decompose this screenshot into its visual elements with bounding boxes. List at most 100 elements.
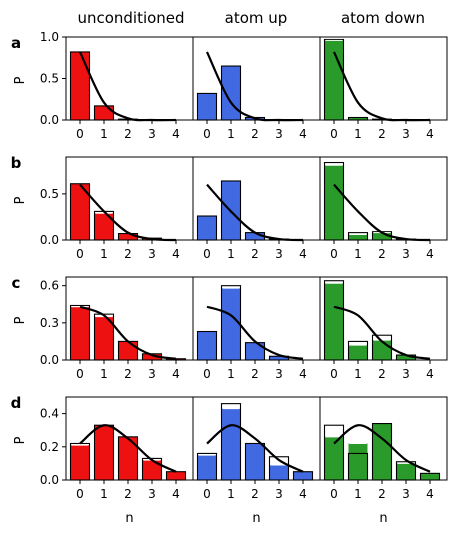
- bar-unconditioned-n1: [94, 316, 114, 360]
- panel-frame: [319, 396, 448, 481]
- column-title-atom-up: atom up: [225, 9, 288, 27]
- panel-a-atom-down: 0 1 2 3 4: [319, 36, 448, 141]
- x-tick-label: 1: [100, 487, 108, 501]
- panel-c-atom-down: 0 1 2 3 4: [319, 276, 448, 381]
- bar-unconditioned-n4: [166, 471, 186, 480]
- bar-atom-up-n3: [269, 465, 289, 480]
- bar-unconditioned-n2: [118, 436, 138, 480]
- x-tick-label: 0: [76, 247, 84, 261]
- x-axis-label-unconditioned: n: [125, 511, 133, 526]
- x-tick-label: 0: [203, 487, 211, 501]
- x-tick-label: 2: [251, 247, 259, 261]
- y-tick-label: 0.0: [40, 113, 59, 127]
- bar-atom-up-n0: [197, 216, 217, 240]
- x-tick-label: 4: [172, 367, 180, 381]
- x-axis-label-atom-up: n: [252, 511, 260, 526]
- theory-curve-atom-down: [333, 183, 431, 242]
- y-tick-label: 0.0: [40, 353, 59, 367]
- x-tick-label: 2: [124, 247, 132, 261]
- x-tick-label: 2: [251, 487, 259, 501]
- x-tick-label: 4: [299, 127, 307, 141]
- x-tick-label: 2: [124, 127, 132, 141]
- bar-unconditioned-n1: [94, 105, 114, 120]
- bar-atom-up-n0: [197, 93, 217, 120]
- x-tick-label: 4: [299, 367, 307, 381]
- bar-atom-up-n3: [269, 356, 289, 360]
- bar-unconditioned-n1: [94, 213, 114, 240]
- x-tick-label: 3: [402, 127, 410, 141]
- x-tick-label: 0: [203, 247, 211, 261]
- x-tick-label: 1: [100, 127, 108, 141]
- x-tick-label: 2: [378, 487, 386, 501]
- bar-atom-down-n1: [348, 443, 368, 480]
- bar-atom-down-n2: [372, 340, 392, 360]
- x-tick-label: 1: [354, 367, 362, 381]
- x-tick-label: 3: [402, 367, 410, 381]
- panel-b-atom-up: 0 1 2 3 4: [192, 156, 321, 261]
- bar-atom-up-n0: [197, 331, 217, 360]
- bar-atom-up-n1: [221, 288, 241, 360]
- bar-unconditioned-n2: [118, 341, 138, 360]
- bar-atom-down-n2: [372, 423, 392, 480]
- bar-unconditioned-n3: [142, 460, 162, 480]
- theory-curve-atom-down: [333, 305, 431, 360]
- x-axis-label-atom-down: n: [379, 511, 387, 526]
- y-axis-label: P: [13, 76, 28, 84]
- bar-atom-up-n0: [197, 455, 217, 480]
- bar-atom-down-n3: [396, 463, 416, 480]
- theory-curve-unconditioned: [79, 305, 177, 360]
- x-tick-label: 3: [148, 487, 156, 501]
- bar-unconditioned-n0: [70, 183, 90, 240]
- bar-atom-down-n0: [324, 165, 344, 240]
- bar-atom-down-n0: [324, 436, 344, 480]
- theory-curve-atom-down: [333, 51, 431, 122]
- theory-curve-atom-down: [333, 424, 431, 473]
- row-label-d: d: [11, 394, 22, 412]
- x-tick-label: 2: [378, 367, 386, 381]
- x-tick-label: 4: [426, 247, 434, 261]
- y-tick-label: 0.6: [40, 279, 59, 293]
- y-tick-label: 1.0: [40, 30, 59, 44]
- x-tick-label: 0: [330, 247, 338, 261]
- panel-c-unconditioned: 0 1 2 3 4: [65, 276, 194, 381]
- x-tick-label: 0: [330, 367, 338, 381]
- panel-frame: [319, 156, 448, 241]
- bar-unconditioned-n0: [70, 51, 90, 120]
- theory-curve-atom-up: [206, 305, 304, 360]
- panel-a-atom-up: 0 1 2 3 4: [192, 36, 321, 141]
- x-tick-label: 2: [124, 487, 132, 501]
- x-tick-label: 0: [76, 487, 84, 501]
- y-tick-label: 0.5: [40, 187, 59, 201]
- bar-atom-down-n3: [396, 355, 416, 360]
- x-tick-label: 2: [251, 127, 259, 141]
- panel-frame: [319, 36, 448, 121]
- y-axis-label: P: [13, 316, 28, 324]
- y-tick-label: 0.2: [40, 440, 59, 454]
- x-tick-label: 1: [100, 247, 108, 261]
- bar-atom-up-n4: [293, 471, 313, 480]
- x-tick-label: 2: [251, 367, 259, 381]
- x-tick-label: 1: [227, 367, 235, 381]
- x-tick-label: 1: [354, 127, 362, 141]
- theory-curve-unconditioned: [79, 424, 177, 473]
- bar-unconditioned-n2: [118, 233, 138, 240]
- x-tick-label: 3: [148, 247, 156, 261]
- x-tick-label: 1: [227, 127, 235, 141]
- x-tick-label: 4: [172, 247, 180, 261]
- panel-b-atom-down: 0 1 2 3 4: [319, 156, 448, 261]
- panel-b-unconditioned: 0 1 2 3 4: [65, 156, 194, 261]
- bar-atom-down-n1: [348, 234, 368, 240]
- bar-atom-up-n2: [245, 232, 265, 240]
- y-tick-label: 0.0: [40, 473, 59, 487]
- panel-frame: [319, 276, 448, 361]
- y-axis-label: P: [13, 436, 28, 444]
- x-tick-label: 4: [426, 367, 434, 381]
- bar-atom-up-n1: [221, 408, 241, 480]
- panel-d-atom-up: 0 1 2 3 4: [192, 396, 321, 501]
- x-tick-label: 0: [76, 127, 84, 141]
- x-tick-label: 0: [76, 367, 84, 381]
- panel-a-unconditioned: 0 1 2 3 4: [65, 36, 194, 141]
- x-tick-label: 1: [354, 247, 362, 261]
